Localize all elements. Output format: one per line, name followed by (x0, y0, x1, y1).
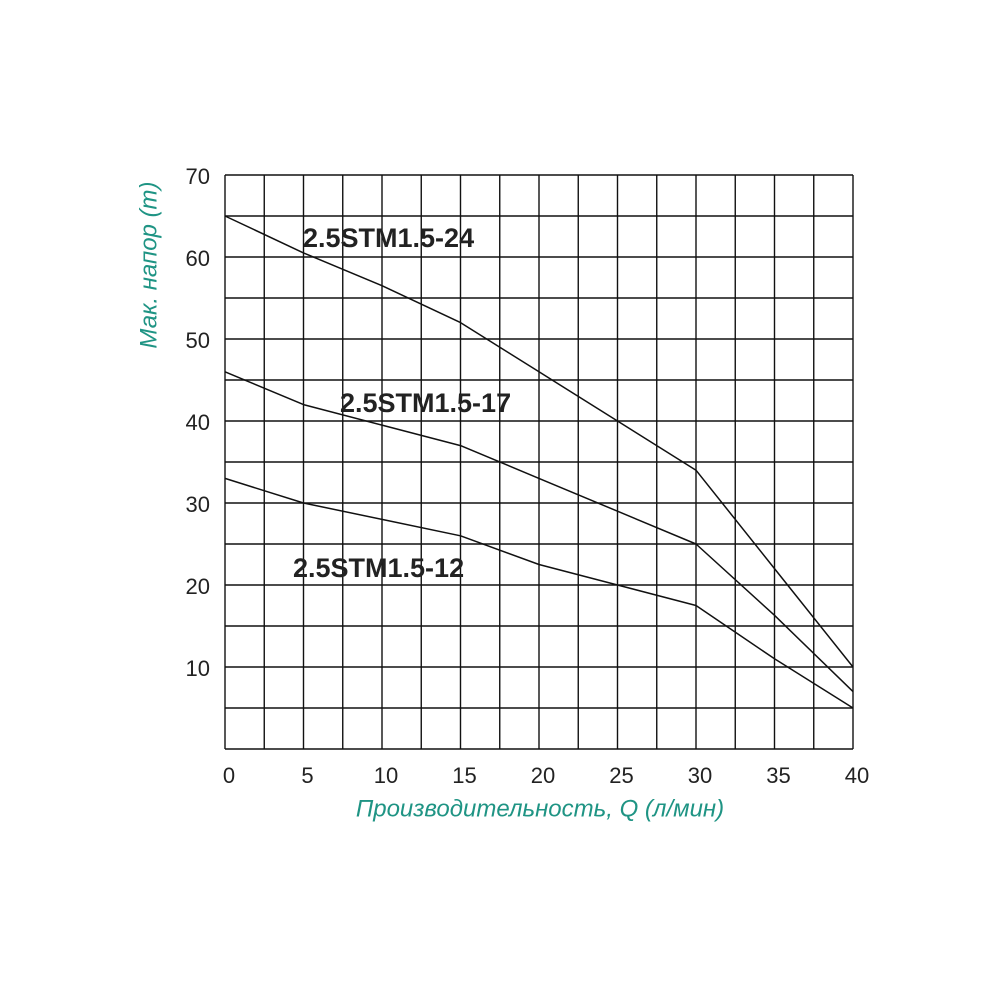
series-line (224, 371, 854, 693)
x-tick-label: 30 (688, 763, 712, 788)
y-tick-label: 10 (186, 656, 210, 681)
x-tick-label: 35 (766, 763, 790, 788)
series-label: 2.5STM1.5-24 (303, 223, 474, 253)
x-tick-label: 10 (374, 763, 398, 788)
y-axis-title: Мак. напор (m) (135, 181, 162, 348)
x-tick-label: 25 (609, 763, 633, 788)
x-tick-label: 20 (531, 763, 555, 788)
y-tick-label: 70 (186, 164, 210, 189)
series-line (224, 477, 854, 709)
y-tick-label: 50 (186, 328, 210, 353)
x-tick-label: 15 (452, 763, 476, 788)
y-tick-label: 20 (186, 574, 210, 599)
x-tick-label: 40 (845, 763, 869, 788)
y-tick-label: 60 (186, 246, 210, 271)
y-tick-label: 40 (186, 410, 210, 435)
series-label: 2.5STM1.5-12 (293, 553, 464, 583)
series-line (224, 215, 854, 668)
x-tick-label: 5 (301, 763, 313, 788)
y-tick-label: 30 (186, 492, 210, 517)
series-label: 2.5STM1.5-17 (340, 388, 511, 418)
x-tick-label: 0 (223, 763, 235, 788)
x-axis-title: Производительность, Q (л/мин) (356, 795, 724, 822)
